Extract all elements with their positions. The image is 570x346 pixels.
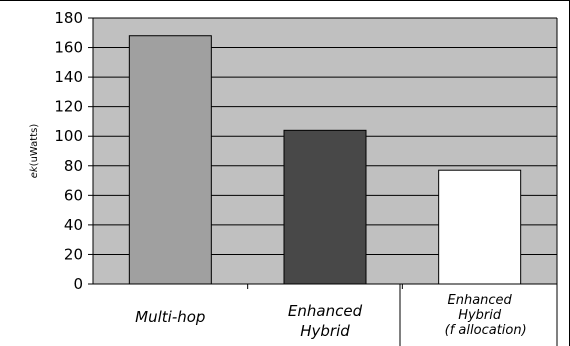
x-category-label: Hybrid — [458, 308, 502, 323]
bar — [128, 35, 212, 285]
y-axis-title-unit: (uWatts) — [29, 124, 40, 167]
y-tick-label: 140 — [54, 68, 83, 86]
x-category-label: Enhanced — [448, 293, 513, 308]
y-tick-label: 80 — [64, 157, 83, 175]
y-tick-label: 100 — [54, 127, 83, 145]
y-tick-label: 20 — [64, 245, 83, 263]
y-tick-label: 160 — [54, 39, 83, 57]
axes — [88, 17, 558, 346]
y-tick-labels: 0 20 40 60 80 100 120 140 160 180 — [54, 9, 83, 293]
bar — [283, 129, 367, 285]
y-tick-label: 0 — [73, 275, 83, 293]
y-tick-label: 180 — [54, 9, 83, 27]
y-axis-title: ek(uWatts) — [29, 124, 40, 179]
y-axis-title-symbol: ek — [29, 165, 40, 178]
y-tick-label: 120 — [54, 98, 83, 116]
y-tick-label: 40 — [64, 216, 83, 234]
x-category-label: Hybrid — [300, 322, 350, 340]
y-tick-label: 60 — [64, 186, 83, 204]
bar — [438, 169, 522, 285]
x-category-label: Multi-hop — [135, 308, 205, 326]
x-category-labels: Multi-hop EnhancedHybridEnhancedHybrid(f … — [135, 293, 526, 340]
x-category-label: (f allocation) — [445, 323, 527, 338]
x-category-label: Enhanced — [288, 302, 363, 320]
bars — [128, 35, 522, 285]
